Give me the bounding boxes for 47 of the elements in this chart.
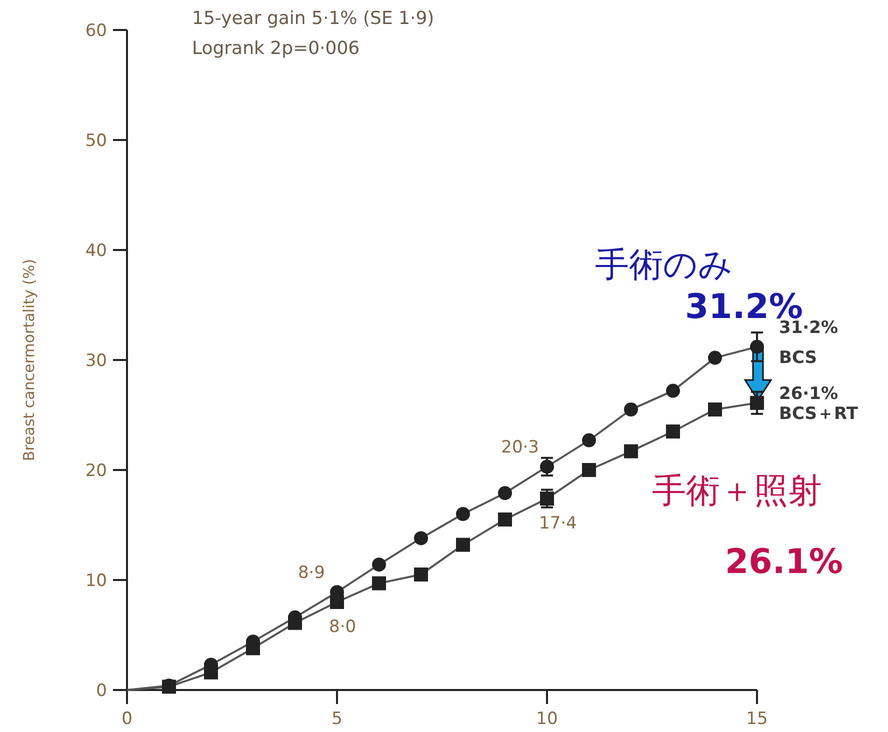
annotation: 手術のみ (595, 245, 733, 285)
y-tick-label: 50 (85, 130, 107, 151)
point (498, 486, 512, 500)
x-tick-label: 0 (122, 709, 132, 729)
annotation: 31·2% (779, 318, 838, 338)
point (582, 433, 596, 448)
point (750, 396, 764, 410)
annotation: 手術＋照射 (652, 471, 822, 511)
point (624, 402, 638, 416)
point (288, 616, 302, 630)
x-tick-label: 15 (746, 709, 768, 729)
point (708, 402, 722, 416)
point (330, 595, 344, 609)
annotation: 26·1% (779, 384, 838, 404)
y-tick-label: 30 (85, 350, 107, 371)
text: 15-year gain 5·1% (SE 1·9) (192, 8, 434, 29)
point (708, 350, 722, 365)
point (372, 558, 386, 572)
series-label: BCS＋RT (779, 404, 858, 424)
point (666, 384, 680, 398)
point (498, 512, 512, 526)
point (582, 463, 596, 477)
y-tick-label: 40 (85, 240, 107, 261)
x-tick-label: 5 (332, 709, 342, 729)
y-tick-label: 20 (85, 460, 107, 481)
y-tick-label: 0 (96, 680, 107, 701)
annotation: 8·0 (329, 617, 356, 637)
point (414, 568, 428, 582)
point (456, 538, 470, 552)
annotation: 8·9 (298, 563, 325, 584)
point (414, 531, 428, 546)
point (372, 576, 386, 590)
annotation: 26.1% (725, 542, 843, 582)
y-tick-label: 10 (85, 570, 107, 591)
series-label: BCS (779, 348, 817, 368)
y-axis-title: Breast cancermortality (%) (20, 258, 38, 462)
annotation: 17·4 (539, 514, 577, 534)
point (204, 665, 218, 680)
y-tick-label: 60 (85, 20, 107, 41)
point (246, 641, 260, 656)
point (750, 340, 764, 354)
point (624, 444, 638, 458)
annotation: 20·3 (501, 438, 539, 458)
annotation: Logrank 2p=0·006 (192, 38, 360, 59)
x-tick-label: 10 (536, 709, 558, 729)
point (456, 507, 470, 521)
point (666, 424, 680, 438)
